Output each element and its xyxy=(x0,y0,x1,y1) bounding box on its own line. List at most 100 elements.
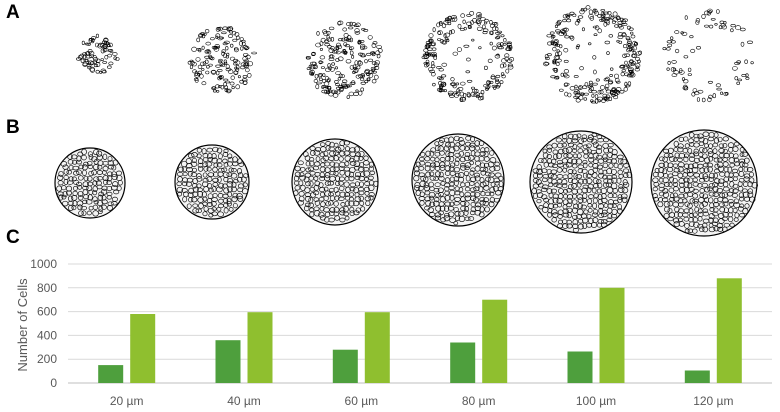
cell-outline xyxy=(216,162,223,168)
cell-outline xyxy=(230,75,235,80)
cell-outline xyxy=(699,226,705,233)
cell-outline xyxy=(591,187,597,194)
cell-outline xyxy=(195,208,203,214)
cell-outline xyxy=(187,60,192,65)
cell-outline xyxy=(732,176,738,182)
cell-outline xyxy=(564,91,569,97)
cell-outline xyxy=(616,39,620,43)
cell-outline xyxy=(662,188,669,194)
cell-outline xyxy=(666,47,671,51)
cell-outline xyxy=(234,66,238,70)
cell-outline xyxy=(489,20,493,25)
cell-outline xyxy=(678,136,685,142)
cell-outline xyxy=(602,157,609,163)
cell-outline xyxy=(87,194,93,201)
cell-outline xyxy=(211,86,217,90)
cell-outline xyxy=(196,37,200,43)
cell-outline xyxy=(293,175,300,182)
cell-outline xyxy=(439,85,443,90)
cell-outline xyxy=(550,75,556,79)
cell-outline xyxy=(453,206,459,213)
cell-outline xyxy=(747,40,753,44)
cell-outline xyxy=(181,188,188,193)
cell-outline xyxy=(713,201,720,208)
cell-outline xyxy=(372,41,378,45)
cell-outline xyxy=(596,188,602,194)
cell-outline xyxy=(623,172,629,178)
cell-outline xyxy=(443,20,449,26)
cell-outline xyxy=(582,159,588,165)
cell-outline xyxy=(215,33,221,38)
cell-outline xyxy=(582,192,588,199)
cell-outline xyxy=(663,161,669,168)
cell-outline xyxy=(666,166,674,173)
cell-outline xyxy=(334,49,339,54)
cell-outline xyxy=(595,78,600,82)
cell-outline xyxy=(555,21,561,26)
cell-outline xyxy=(565,162,573,168)
cell-outline xyxy=(593,33,598,37)
cell-outline xyxy=(712,192,720,197)
cell-outline xyxy=(71,195,78,201)
cell-outline xyxy=(706,162,714,168)
cell-outline xyxy=(576,181,582,188)
cell-outline xyxy=(305,167,311,173)
cell-outline xyxy=(557,162,564,168)
cell-outline xyxy=(78,195,84,201)
cell-outline xyxy=(558,88,564,92)
cell-outline xyxy=(592,162,599,170)
cell-outline xyxy=(572,227,579,233)
cell-outline xyxy=(216,206,222,212)
cell-outline xyxy=(348,200,355,207)
cell-outline xyxy=(713,226,720,232)
cell-outline xyxy=(673,221,680,228)
cell-outline xyxy=(66,180,74,185)
cell-outline xyxy=(496,53,500,57)
cell-outline xyxy=(678,193,685,199)
cell-outline xyxy=(692,88,698,93)
cell-outline xyxy=(328,57,335,61)
cell-outline xyxy=(76,169,82,175)
x-tick-label: 80 µm xyxy=(462,394,496,408)
cell-outline xyxy=(218,182,225,189)
cell-outline xyxy=(240,46,244,51)
cell-outline xyxy=(445,142,451,148)
cell-outline xyxy=(601,219,608,225)
cell-outline xyxy=(355,22,361,27)
cell-outline xyxy=(465,175,471,182)
cell-outline xyxy=(474,191,481,198)
cell-outline xyxy=(455,82,460,86)
cell-outline xyxy=(689,198,695,204)
cell-outline xyxy=(489,157,497,164)
cell-outline xyxy=(738,192,745,199)
cell-outline xyxy=(313,149,321,156)
cell-outline xyxy=(708,217,714,224)
cell-outline xyxy=(499,80,504,84)
cell-outline xyxy=(309,207,315,213)
cell-outline xyxy=(579,9,585,15)
cell-outline xyxy=(586,222,593,228)
cell-outline xyxy=(450,29,455,34)
cell-outline xyxy=(335,45,339,51)
cell-outline xyxy=(709,207,715,212)
cell-outline xyxy=(684,15,688,20)
cell-outline xyxy=(428,67,434,72)
cell-outline xyxy=(318,77,323,81)
cell-outline xyxy=(483,162,490,168)
cell-outline xyxy=(328,156,335,161)
cell-outline xyxy=(571,138,579,144)
cell-outline xyxy=(348,26,354,30)
cell-outline xyxy=(226,89,231,94)
cell-outline xyxy=(339,170,345,176)
cell-outline xyxy=(460,200,467,207)
cell-outline xyxy=(670,40,676,44)
cell-outline xyxy=(112,181,119,188)
cell-outline xyxy=(333,150,340,156)
cell-outline xyxy=(542,173,550,179)
cell-outline xyxy=(581,27,585,32)
cell-outline xyxy=(484,171,492,177)
cell-outline xyxy=(687,228,694,233)
cell-outline xyxy=(503,37,507,43)
cell-outline xyxy=(334,195,340,201)
cell-outline xyxy=(242,56,248,61)
